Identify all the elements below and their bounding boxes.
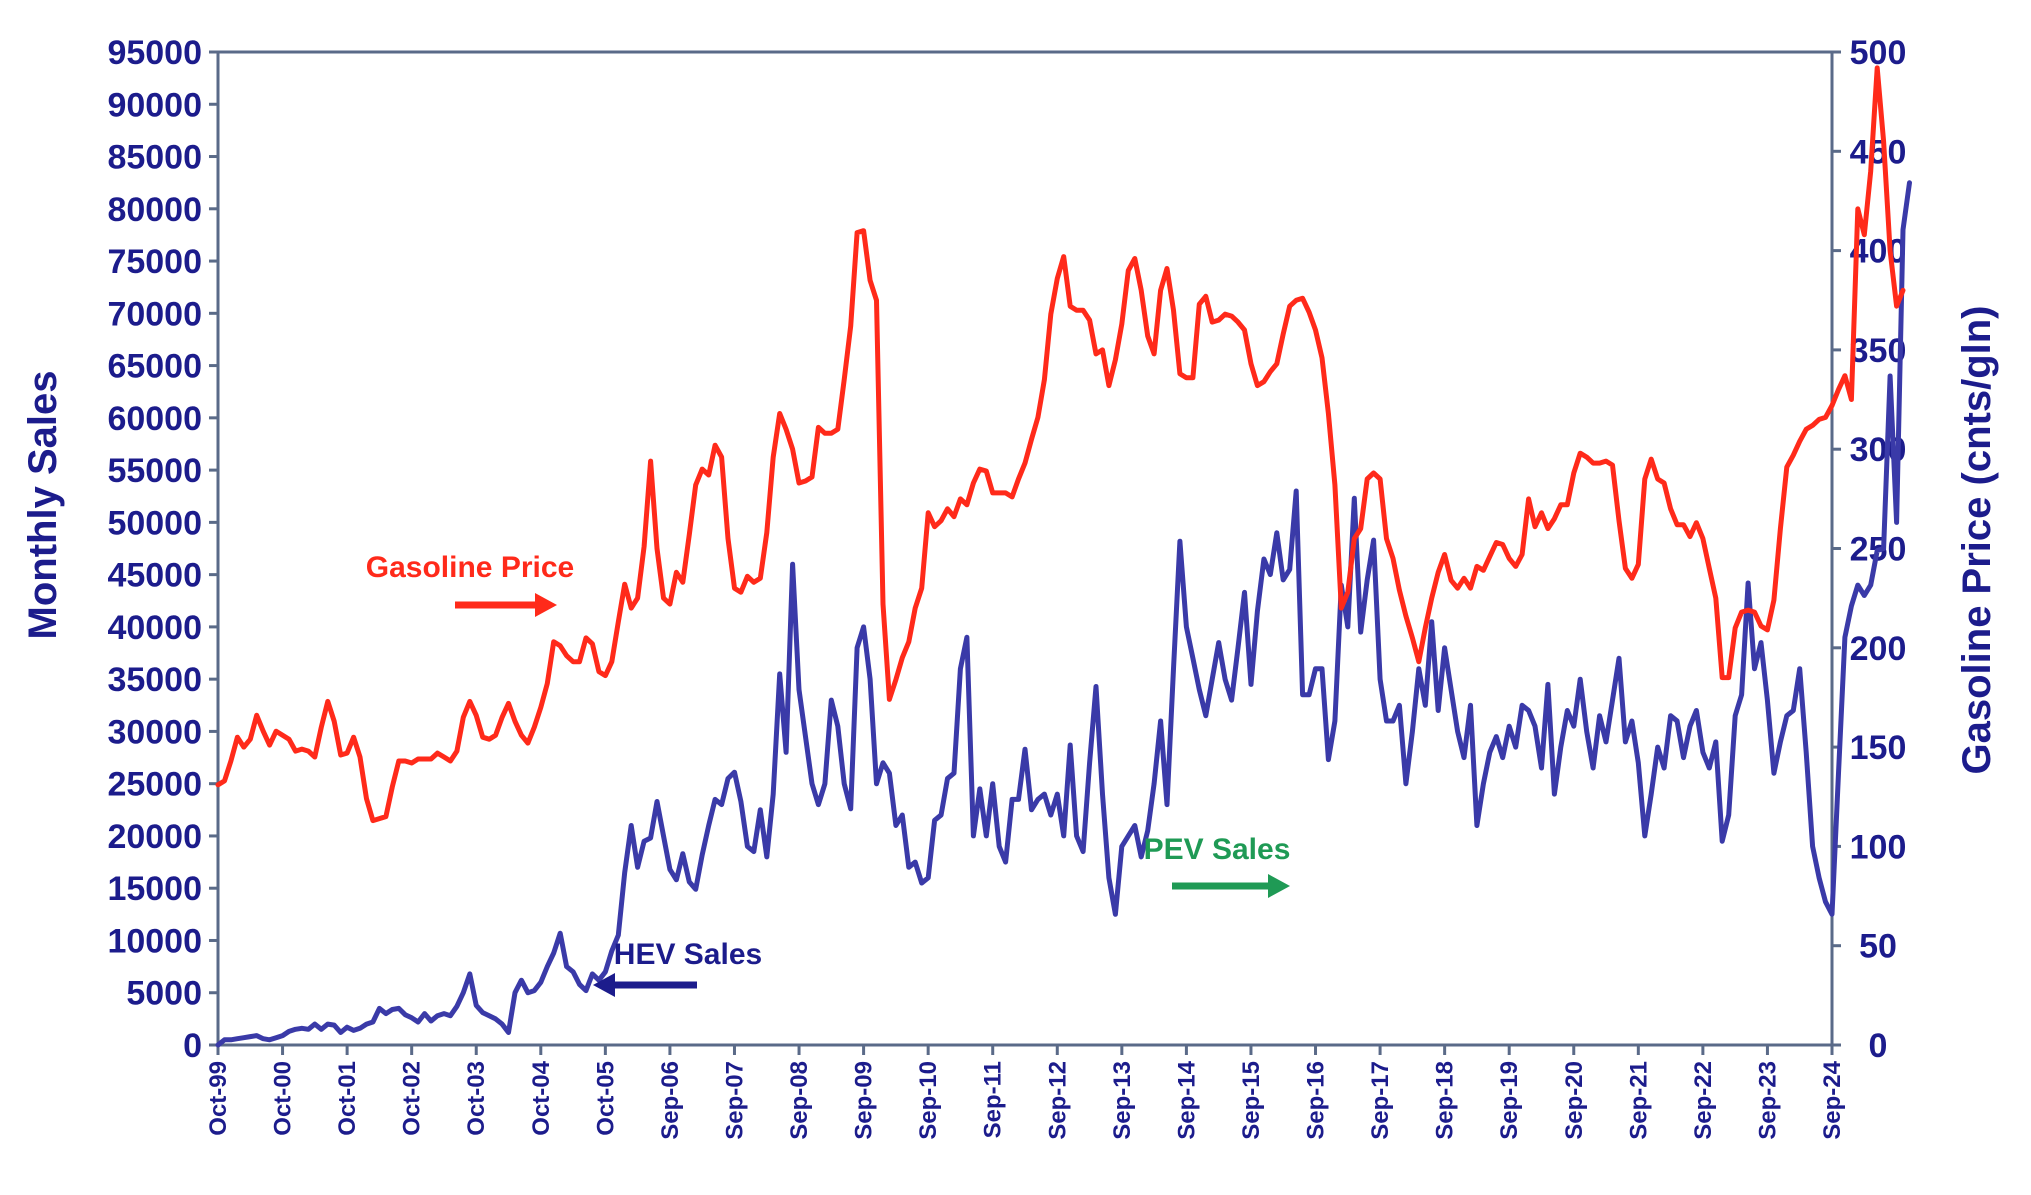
left-tick-label: 25000 — [107, 766, 202, 804]
x-tick-label: Oct-99 — [205, 1061, 232, 1136]
left-tick-label: 50000 — [107, 504, 202, 542]
series-line-gasoline — [215, 65, 1906, 824]
series-lines — [215, 65, 1912, 1048]
annotation-hev-sales: HEV Sales — [614, 938, 762, 971]
left-tick-label: 60000 — [107, 400, 202, 438]
x-tick-label: Sep-13 — [1109, 1061, 1136, 1140]
left-tick-label: 35000 — [107, 661, 202, 699]
right-tick-label: 100 — [1850, 828, 1907, 866]
right-tick-label: 150 — [1850, 729, 1907, 767]
x-tick-label: Sep-24 — [1819, 1060, 1846, 1139]
left-axis-ticks: 0 5000 10000 15000 20000 25000 30000 35000 40000… — [107, 34, 218, 1065]
right-tick-label: 450 — [1850, 133, 1907, 171]
left-tick-label: 75000 — [107, 243, 202, 281]
left-tick-label: 15000 — [107, 870, 202, 908]
x-tick-label: Sep-17 — [1367, 1061, 1394, 1140]
annotation-gasoline-arrow — [455, 593, 557, 617]
x-tick-label: Sep-06 — [657, 1061, 684, 1140]
right-tick-label: 200 — [1850, 630, 1907, 668]
right-tick-label: 0 — [1869, 1027, 1888, 1065]
right-tick-label: 350 — [1850, 332, 1907, 370]
axes — [216, 50, 1834, 1047]
annotation-gasoline-price: Gasoline Price — [366, 551, 574, 584]
x-tick-label: Sep-23 — [1754, 1061, 1781, 1140]
annotation-pev-arrow — [1172, 874, 1290, 898]
left-tick-label: 10000 — [107, 922, 202, 960]
x-tick-label: Oct-03 — [463, 1061, 490, 1136]
x-tick-label: Sep-14 — [1173, 1060, 1200, 1139]
left-tick-label: 85000 — [107, 139, 202, 177]
x-tick-label: Sep-20 — [1561, 1061, 1588, 1140]
x-tick-label: Oct-04 — [528, 1060, 555, 1135]
left-tick-label: 5000 — [126, 975, 202, 1013]
left-tick-label: 30000 — [107, 713, 202, 751]
x-axis-ticks: Oct-99 Oct-00 Oct-01 Oct-02 Oct-03 Oct-04 Oct-… — [205, 1045, 1846, 1140]
left-tick-label: 90000 — [107, 86, 202, 124]
left-tick-label: 0 — [183, 1027, 202, 1065]
x-tick-label: Sep-22 — [1690, 1061, 1717, 1140]
y-axis-right-title: Gasoline Price (cnts/gln) — [1955, 305, 1999, 774]
x-tick-label: Sep-08 — [786, 1061, 813, 1140]
left-tick-label: 65000 — [107, 348, 202, 386]
x-tick-label: Sep-09 — [851, 1061, 878, 1140]
x-tick-label: Sep-21 — [1625, 1061, 1652, 1140]
x-tick-label: Oct-05 — [592, 1061, 619, 1136]
left-tick-label: 20000 — [107, 818, 202, 856]
left-tick-label: 45000 — [107, 557, 202, 595]
left-tick-label: 95000 — [107, 34, 202, 72]
left-tick-label: 80000 — [107, 191, 202, 229]
series-line-hev — [215, 180, 1912, 1048]
x-tick-label: Oct-00 — [270, 1061, 297, 1136]
x-tick-label: Oct-02 — [399, 1061, 426, 1136]
x-tick-label: Sep-19 — [1496, 1061, 1523, 1140]
annotation-pev-sales: PEV Sales — [1144, 833, 1291, 866]
x-tick-label: Sep-11 — [980, 1061, 1007, 1138]
x-tick-label: Sep-15 — [1238, 1061, 1265, 1140]
right-tick-label: 50 — [1859, 928, 1897, 966]
x-tick-label: Sep-16 — [1303, 1061, 1330, 1140]
annotation-hev-arrow — [593, 973, 697, 997]
x-tick-label: Sep-18 — [1432, 1061, 1459, 1140]
left-tick-label: 55000 — [107, 452, 202, 490]
x-tick-label: Sep-12 — [1044, 1061, 1071, 1140]
x-tick-label: Oct-01 — [334, 1061, 361, 1136]
x-tick-label: Sep-10 — [915, 1061, 942, 1140]
y-axis-left-title: Monthly Sales — [21, 371, 65, 640]
left-tick-label: 70000 — [107, 295, 202, 333]
left-tick-label: 40000 — [107, 609, 202, 647]
x-tick-label: Sep-07 — [721, 1061, 748, 1140]
